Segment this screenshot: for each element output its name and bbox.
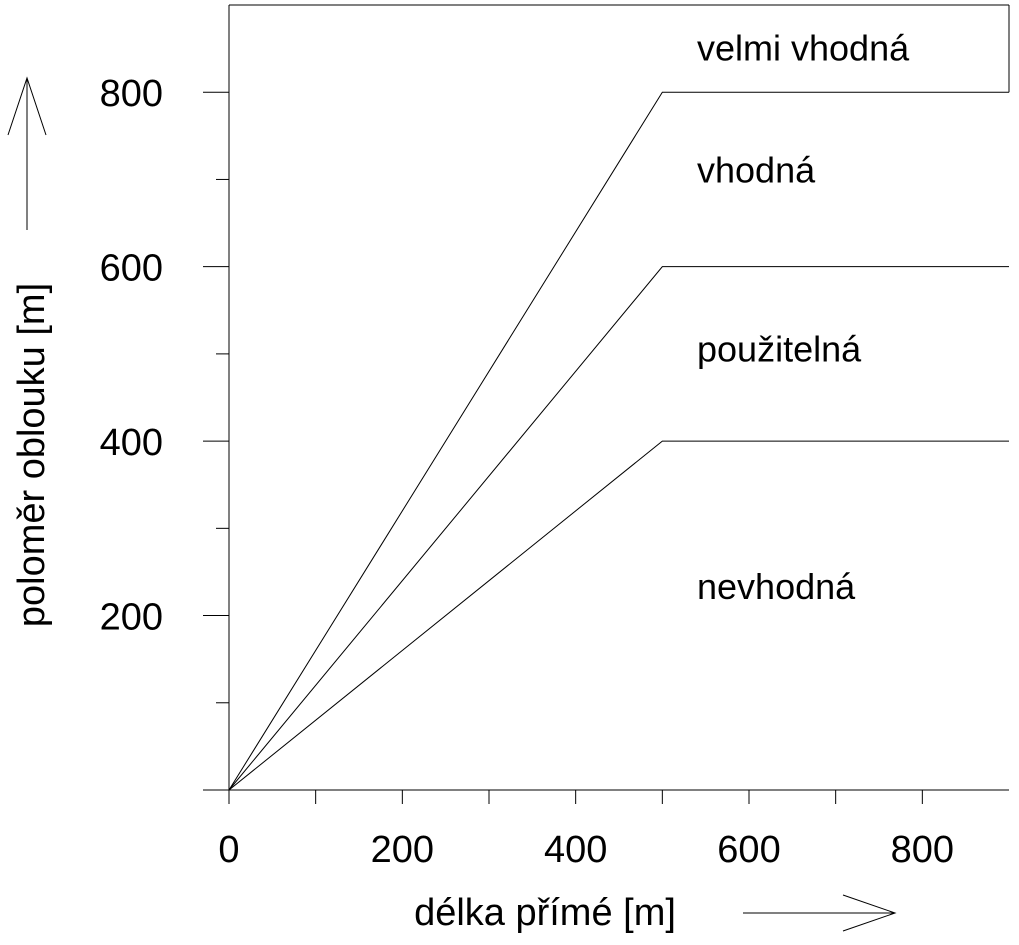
y-axis-arrow-icon <box>7 76 47 230</box>
x-tick-label: 0 <box>218 829 239 871</box>
x-tick-label: 400 <box>544 829 607 871</box>
y-tick-label: 800 <box>100 73 163 115</box>
y-axis-label: poloměr oblouku [m] <box>11 283 53 627</box>
y-tick-label: 400 <box>100 422 163 464</box>
region-label: vhodná <box>697 150 816 191</box>
plot-frame <box>228 4 1010 791</box>
x-tick-label: 600 <box>717 829 780 871</box>
y-tick-label: 200 <box>100 597 163 639</box>
series-line-1 <box>228 91 1009 791</box>
region-label: velmi vhodná <box>697 28 910 69</box>
region-label: použitelná <box>697 329 862 370</box>
region-labels: velmi vhodná vhodná použitelná nevhodná <box>697 28 910 607</box>
y-axis-ticks: 200 400 600 800 <box>100 73 229 791</box>
series-layer <box>228 91 1009 791</box>
y-tick-label: 600 <box>100 248 163 290</box>
x-axis-label: délka přímé [m] <box>414 892 676 934</box>
x-tick-label: 800 <box>891 829 954 871</box>
x-axis-arrow-icon <box>743 894 897 932</box>
region-label: nevhodná <box>697 566 856 607</box>
series-line-3 <box>228 440 1009 791</box>
x-tick-label: 200 <box>371 829 434 871</box>
series-line-2 <box>228 266 1009 791</box>
x-axis-ticks: 0 200 400 600 800 <box>218 790 954 871</box>
